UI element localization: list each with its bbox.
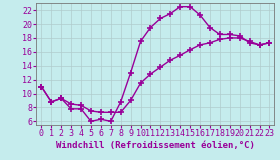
X-axis label: Windchill (Refroidissement éolien,°C): Windchill (Refroidissement éolien,°C): [56, 141, 255, 150]
